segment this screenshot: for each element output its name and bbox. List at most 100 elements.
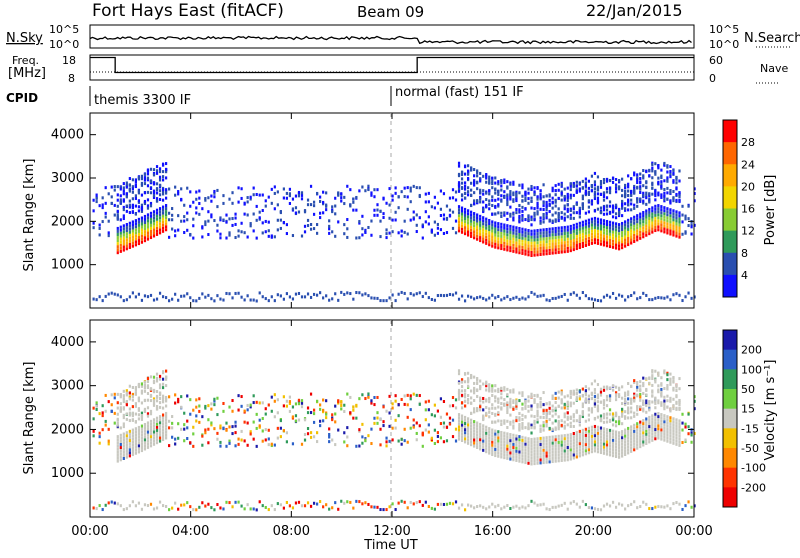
power-cell — [152, 189, 156, 193]
freq-line — [90, 56, 694, 74]
power-cell — [312, 204, 316, 208]
velocity-cell — [687, 412, 690, 416]
velocity-cell — [258, 418, 261, 422]
power-cell — [636, 176, 639, 180]
power-cell — [376, 296, 379, 300]
power-cell — [551, 230, 554, 234]
velocity-cell — [491, 443, 494, 447]
power-cell — [119, 231, 122, 235]
velocity-cell — [608, 431, 612, 435]
power-cell — [566, 228, 569, 232]
power-cell — [575, 241, 578, 244]
velocity-cell — [542, 442, 545, 446]
velocity-cell — [611, 415, 615, 419]
power-cell — [678, 232, 681, 236]
velocity-cell — [237, 408, 240, 412]
velocity-cell — [663, 438, 666, 442]
velocity-cell — [279, 426, 282, 430]
velocity-cell — [128, 504, 131, 508]
velocity-cell — [174, 501, 177, 505]
power-cell — [361, 293, 364, 297]
power-cell — [300, 191, 304, 195]
power-cell — [587, 230, 590, 234]
velocity-cell — [482, 442, 485, 446]
velocity-cell — [122, 422, 125, 426]
power-cell — [627, 208, 630, 212]
power-cell — [533, 229, 536, 233]
velocity-cell — [566, 446, 569, 450]
velocity-cell — [143, 407, 147, 411]
velocity-cell — [131, 395, 134, 399]
power-cell — [494, 236, 497, 240]
power-cell — [639, 227, 642, 231]
x-tick-label: 00:00 — [675, 524, 712, 539]
velocity-cell — [630, 410, 633, 414]
velocity-cell — [128, 439, 131, 443]
power-cell — [479, 223, 482, 227]
velocity-cell — [309, 431, 313, 435]
velocity-cell — [518, 424, 521, 428]
velocity-cell — [518, 459, 521, 463]
power-cell — [645, 293, 648, 297]
power-cell — [161, 189, 165, 193]
velocity-cell — [521, 441, 524, 445]
power-cell — [536, 204, 539, 208]
power-cell — [161, 170, 165, 174]
velocity-cell — [657, 401, 660, 405]
power-cell — [134, 183, 137, 187]
velocity-cell — [494, 389, 497, 393]
power-cell — [545, 246, 548, 250]
power-cell — [654, 170, 657, 174]
velocity-cell — [249, 507, 252, 511]
power-cell — [506, 227, 509, 231]
velocity-cell — [303, 418, 307, 422]
power-cell — [657, 213, 660, 217]
power-cell — [158, 198, 162, 202]
velocity-cell — [494, 429, 497, 433]
power-cell — [614, 185, 618, 189]
velocity-cell — [116, 453, 119, 457]
velocity-cell — [158, 421, 162, 425]
velocity-cell — [672, 407, 675, 411]
power-cell — [267, 195, 270, 199]
power-cell — [460, 230, 464, 234]
power-cell — [572, 223, 575, 227]
power-cell — [566, 192, 569, 196]
power-cell — [524, 243, 527, 247]
power-cell — [651, 176, 654, 180]
power-cell — [548, 194, 551, 198]
velocity-cell — [131, 428, 134, 432]
velocity-cell — [367, 434, 370, 438]
velocity-cell — [527, 426, 530, 430]
velocity-cell — [608, 428, 612, 432]
power-cell — [639, 172, 642, 176]
power-cell — [602, 295, 606, 299]
velocity-cell — [433, 507, 436, 511]
power-cell — [128, 189, 131, 193]
velocity-cell — [122, 406, 125, 410]
velocity-cell — [599, 400, 603, 404]
power-cell — [460, 206, 464, 210]
velocity-cell — [539, 403, 542, 407]
power-cell — [137, 242, 141, 246]
velocity-cell — [596, 450, 600, 454]
power-cell — [473, 183, 476, 187]
power-cell — [608, 295, 612, 299]
power-cell — [140, 234, 144, 238]
velocity-cell — [648, 437, 651, 441]
power-cell — [560, 241, 563, 245]
velocity-cell — [575, 396, 578, 400]
velocity-cell — [503, 450, 506, 454]
power-cell — [551, 186, 554, 190]
velocity-cell — [651, 400, 654, 404]
power-cell — [491, 223, 494, 227]
velocity-cell — [539, 503, 542, 507]
velocity-cell — [131, 437, 134, 441]
power-cell — [584, 183, 587, 187]
velocity-cell — [237, 437, 240, 441]
velocity-cell — [364, 437, 367, 441]
velocity-cell — [421, 431, 424, 435]
power-cell — [131, 210, 134, 214]
